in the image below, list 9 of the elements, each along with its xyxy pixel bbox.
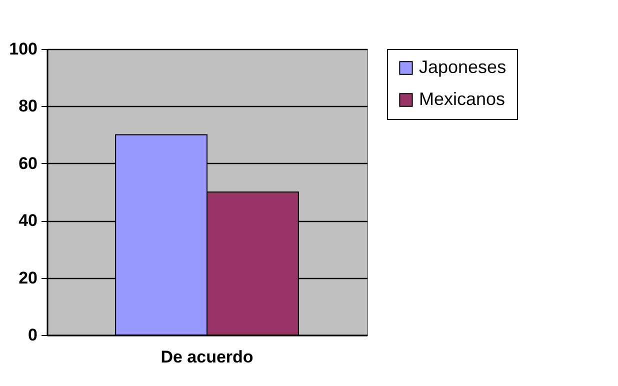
y-tick-label: 60 xyxy=(18,154,38,173)
legend-label: Japoneses xyxy=(419,57,506,77)
x-tick-label: De acuerdo xyxy=(160,348,254,366)
y-tick-label: 40 xyxy=(18,211,38,230)
y-tick-label: 0 xyxy=(28,326,38,344)
legend-label: Mexicanos xyxy=(419,89,506,109)
y-tick-label: 80 xyxy=(18,96,38,116)
y-tick-label: 100 xyxy=(9,40,38,58)
y-tick-label: 20 xyxy=(18,268,38,288)
